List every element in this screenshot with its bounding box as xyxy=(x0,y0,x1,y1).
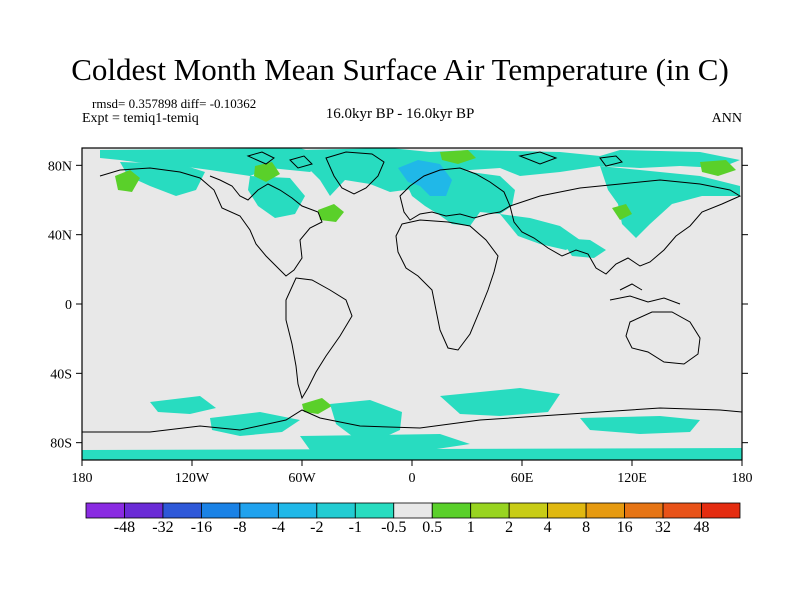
colorbar-swatch xyxy=(85,502,125,519)
colorbar-swatch xyxy=(508,502,549,519)
asia-cool-patch xyxy=(560,238,606,258)
colorbar-label: -8 xyxy=(233,519,246,536)
colorbar-swatch xyxy=(162,502,202,519)
colorbar-swatch xyxy=(585,502,625,519)
colorbar-swatch xyxy=(354,502,395,519)
colorbar-label: -16 xyxy=(191,519,212,536)
colorbar-swatch xyxy=(277,502,318,519)
lon-tick-label: 180 xyxy=(732,471,753,486)
latitude-axis: 80N 40N 0 40S 80S xyxy=(48,159,748,452)
lon-tick-label: 0 xyxy=(409,471,416,486)
southern-ocean-cool-3 xyxy=(210,412,300,436)
colorbar-label: 0.5 xyxy=(422,519,442,536)
colorbar-label: 16 xyxy=(617,519,633,536)
colorbar xyxy=(85,502,741,519)
season-label: ANN xyxy=(711,111,742,126)
lat-tick-label: 80N xyxy=(48,159,72,174)
antarctic-coast-cool xyxy=(82,448,742,460)
colorbar-swatch xyxy=(701,502,741,519)
colorbar-swatch xyxy=(201,502,241,519)
colorbar-label: -48 xyxy=(114,519,135,536)
siberia-cool-anomaly xyxy=(600,166,740,238)
lon-tick-label: 120W xyxy=(175,471,210,486)
colorbar-label: 1 xyxy=(467,519,475,536)
colorbar-label: 2 xyxy=(505,519,513,536)
siberia-warm-anomaly xyxy=(700,160,736,176)
australia-coast xyxy=(625,311,701,365)
colorbar-swatch xyxy=(624,502,664,519)
longitude-axis: 180 120W 60W 0 60E 120E 180 xyxy=(72,460,753,486)
colorbar-swatch xyxy=(239,502,279,519)
alaska-cool-anomaly xyxy=(120,162,205,196)
colorbar-swatch xyxy=(393,502,433,519)
colorbar-label: 8 xyxy=(582,519,590,536)
lon-tick-label: 60W xyxy=(288,471,316,486)
southern-ocean-cool-1 xyxy=(150,396,216,414)
arctic-warm-anomaly xyxy=(440,150,476,164)
antarctica-coast xyxy=(82,407,742,433)
experiment-label: Expt = temiq1-temiq xyxy=(82,111,199,126)
alaska-warm-anomaly xyxy=(115,170,140,192)
colorbar-label: -32 xyxy=(152,519,173,536)
colorbar-label: 4 xyxy=(544,519,552,536)
asia-coast xyxy=(509,179,742,275)
mideast-cool-anomaly xyxy=(500,214,580,250)
canada-cool-anomaly xyxy=(248,176,305,218)
southern-ocean-cool-2 xyxy=(440,388,560,416)
arctic-islands-coast xyxy=(246,151,623,169)
colorbar-label: -4 xyxy=(272,519,285,536)
asia-warm-patch xyxy=(612,204,632,220)
colorbar-label: 48 xyxy=(694,519,710,536)
colorbar-swatch xyxy=(431,502,472,519)
colorbar-swatch xyxy=(547,502,587,519)
europe-cooler-anomaly xyxy=(398,160,452,196)
rmsd-diff-label: rmsd= 0.357898 diff= -0.10362 xyxy=(92,96,257,111)
coastlines xyxy=(82,151,742,433)
arctic-cool-anomaly xyxy=(100,148,330,176)
lon-tick-label: 120E xyxy=(617,471,647,486)
africa-coast xyxy=(395,219,499,351)
atlantic-warm-anomaly xyxy=(318,204,344,222)
colorbar-label: -1 xyxy=(349,519,362,536)
anomaly-fields xyxy=(82,148,742,460)
colorbar-swatch xyxy=(470,502,510,519)
canada-warm-anomaly xyxy=(254,162,280,182)
south-america-coast xyxy=(285,277,353,400)
lat-tick-label: 0 xyxy=(65,298,72,313)
antarctic-cool-2 xyxy=(300,434,470,450)
lon-tick-label: 60E xyxy=(511,471,534,486)
lon-tick-label: 180 xyxy=(72,471,93,486)
colorbar-swatch xyxy=(662,502,702,519)
southern-ocean-cool-4 xyxy=(330,400,402,440)
colorbar-labels: -48 -32 -16 -8 -4 -2 -1 -0.5 0.5 1 2 4 8 16 32 48 xyxy=(114,519,710,536)
maritime-asia-coast xyxy=(609,283,681,305)
colorbar-swatch xyxy=(124,502,164,519)
colorbar-label: 32 xyxy=(655,519,671,536)
lat-tick-label: 40N xyxy=(48,229,72,244)
chart-title: Coldest Month Mean Surface Air Temperatu… xyxy=(71,52,729,87)
lat-tick-label: 80S xyxy=(50,437,72,452)
southern-warm-anomaly xyxy=(302,398,332,414)
colorbar-label: -0.5 xyxy=(381,519,406,536)
southern-ocean-cool-5 xyxy=(580,416,700,434)
colorbar-swatch xyxy=(316,502,356,519)
period-label: 16.0kyr BP - 16.0kyr BP xyxy=(325,106,475,122)
lat-tick-label: 40S xyxy=(50,367,72,382)
greenland-coast xyxy=(325,151,385,195)
europe-coast xyxy=(399,167,511,221)
north-america-coast xyxy=(99,167,323,277)
colorbar-label: -2 xyxy=(310,519,323,536)
